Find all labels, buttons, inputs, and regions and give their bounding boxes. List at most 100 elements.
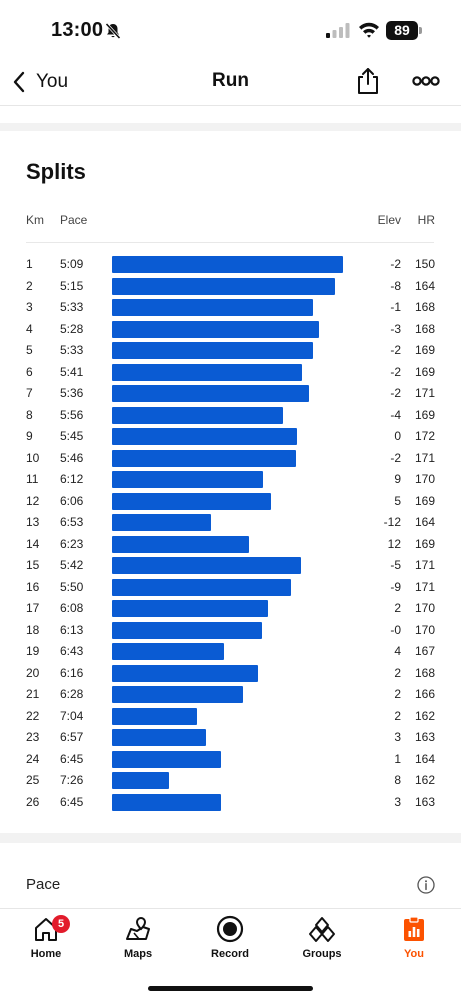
tab-you[interactable]: You <box>374 915 454 971</box>
split-elev: 3 <box>394 730 401 744</box>
pace-bar <box>112 600 269 617</box>
pace-bar <box>112 664 258 682</box>
record-icon <box>216 915 244 943</box>
table-row: 10 5:46 -2 171 <box>0 449 461 470</box>
split-hr: 171 <box>414 558 435 572</box>
pace-bar <box>112 277 336 295</box>
split-elev: 0 <box>394 429 401 443</box>
pace-bar <box>112 793 222 811</box>
split-pace: 5:45 <box>60 429 84 443</box>
pace-bar <box>112 750 222 768</box>
tab-label: Groups <box>302 948 342 960</box>
split-hr: 168 <box>414 300 435 314</box>
split-hr: 168 <box>414 665 435 680</box>
split-km: 24 <box>26 751 40 766</box>
battery-level: 89 <box>386 21 418 40</box>
split-hr: 164 <box>414 515 435 529</box>
table-row: 8 5:56 -4 169 <box>0 406 461 427</box>
wifi-icon <box>359 22 379 38</box>
table-row: 24 6:45 1 164 <box>0 750 461 771</box>
info-icon[interactable] <box>417 876 435 894</box>
split-km: 19 <box>26 644 40 658</box>
pace-bar <box>112 707 197 725</box>
split-elev: 5 <box>394 493 401 508</box>
split-elev: 1 <box>394 751 401 766</box>
split-hr: 162 <box>414 773 435 787</box>
split-pace: 6:53 <box>60 515 84 529</box>
pace-bar <box>112 449 296 467</box>
split-pace: 5:33 <box>60 300 84 314</box>
split-elev: -9 <box>390 579 401 594</box>
split-pace: 5:33 <box>60 343 84 357</box>
split-elev: -2 <box>390 450 401 465</box>
tab-label: Home <box>30 948 62 960</box>
table-row: 18 6:13 -0 170 <box>0 621 461 642</box>
section-separator <box>0 123 461 131</box>
table-row: 21 6:28 2 166 <box>0 685 461 706</box>
chevron-left-icon <box>13 71 25 93</box>
table-row: 25 7:26 8 162 <box>0 771 461 792</box>
split-hr: 170 <box>414 601 435 615</box>
split-km: 26 <box>26 794 40 809</box>
split-pace: 5:09 <box>60 257 84 271</box>
split-elev: -2 <box>390 386 401 400</box>
split-pace: 6:08 <box>60 601 84 615</box>
split-elev: 2 <box>394 665 401 680</box>
split-pace: 6:43 <box>60 644 84 658</box>
tab-home[interactable]: Home 5 <box>6 915 86 971</box>
table-row: 5 5:33 -2 169 <box>0 341 461 362</box>
split-hr: 164 <box>414 278 435 293</box>
pace-bar <box>112 492 271 510</box>
back-button[interactable]: You <box>10 66 68 98</box>
pace-bar <box>112 557 302 574</box>
tab-record[interactable]: Record <box>190 915 270 971</box>
split-pace: 5:41 <box>60 364 84 379</box>
table-row: 20 6:16 2 168 <box>0 664 461 685</box>
split-pace: 5:28 <box>60 321 84 336</box>
split-elev: -2 <box>390 257 401 271</box>
split-pace: 5:42 <box>60 558 84 572</box>
tab-maps[interactable]: Maps <box>98 915 178 971</box>
table-row: 1 5:09 -2 150 <box>0 255 461 276</box>
split-km: 18 <box>26 622 40 637</box>
more-options-icon[interactable] <box>412 72 440 90</box>
split-pace: 6:45 <box>60 751 84 766</box>
tab-label: Record <box>211 948 249 960</box>
tab-groups[interactable]: Groups <box>282 915 362 971</box>
split-km: 25 <box>26 773 40 787</box>
pace-bar <box>112 514 211 531</box>
split-elev: -5 <box>390 558 401 572</box>
split-elev: -0 <box>390 622 401 637</box>
split-km: 1 <box>26 257 33 271</box>
table-row: 11 6:12 9 170 <box>0 470 461 491</box>
split-hr: 162 <box>414 708 435 723</box>
split-pace: 5:46 <box>60 450 84 465</box>
split-elev: -12 <box>383 515 401 529</box>
table-row: 4 5:28 -3 168 <box>0 320 461 341</box>
split-km: 9 <box>26 429 33 443</box>
split-hr: 167 <box>414 644 435 658</box>
pace-bar <box>112 643 224 660</box>
share-icon[interactable] <box>354 66 382 96</box>
header-hr: HR <box>417 213 435 227</box>
pace-bar <box>112 535 249 553</box>
split-km: 17 <box>26 601 40 615</box>
split-km: 5 <box>26 343 33 357</box>
split-km: 16 <box>26 579 40 594</box>
table-row: 16 5:50 -9 171 <box>0 578 461 599</box>
status-bar: 13:00 89 <box>0 0 461 58</box>
split-elev: -4 <box>390 407 401 422</box>
notification-badge: 5 <box>52 915 70 933</box>
split-pace: 6:12 <box>60 472 84 486</box>
pace-bar <box>112 428 298 445</box>
home-indicator <box>148 986 313 991</box>
pace-bar <box>112 299 313 316</box>
tab-label: Maps <box>123 948 153 960</box>
split-km: 14 <box>26 536 40 551</box>
split-elev: 2 <box>394 601 401 615</box>
split-km: 22 <box>26 708 40 723</box>
groups-icon <box>309 917 335 942</box>
split-km: 2 <box>26 278 33 293</box>
split-elev: -2 <box>390 343 401 357</box>
splits-title: Splits <box>26 159 86 184</box>
